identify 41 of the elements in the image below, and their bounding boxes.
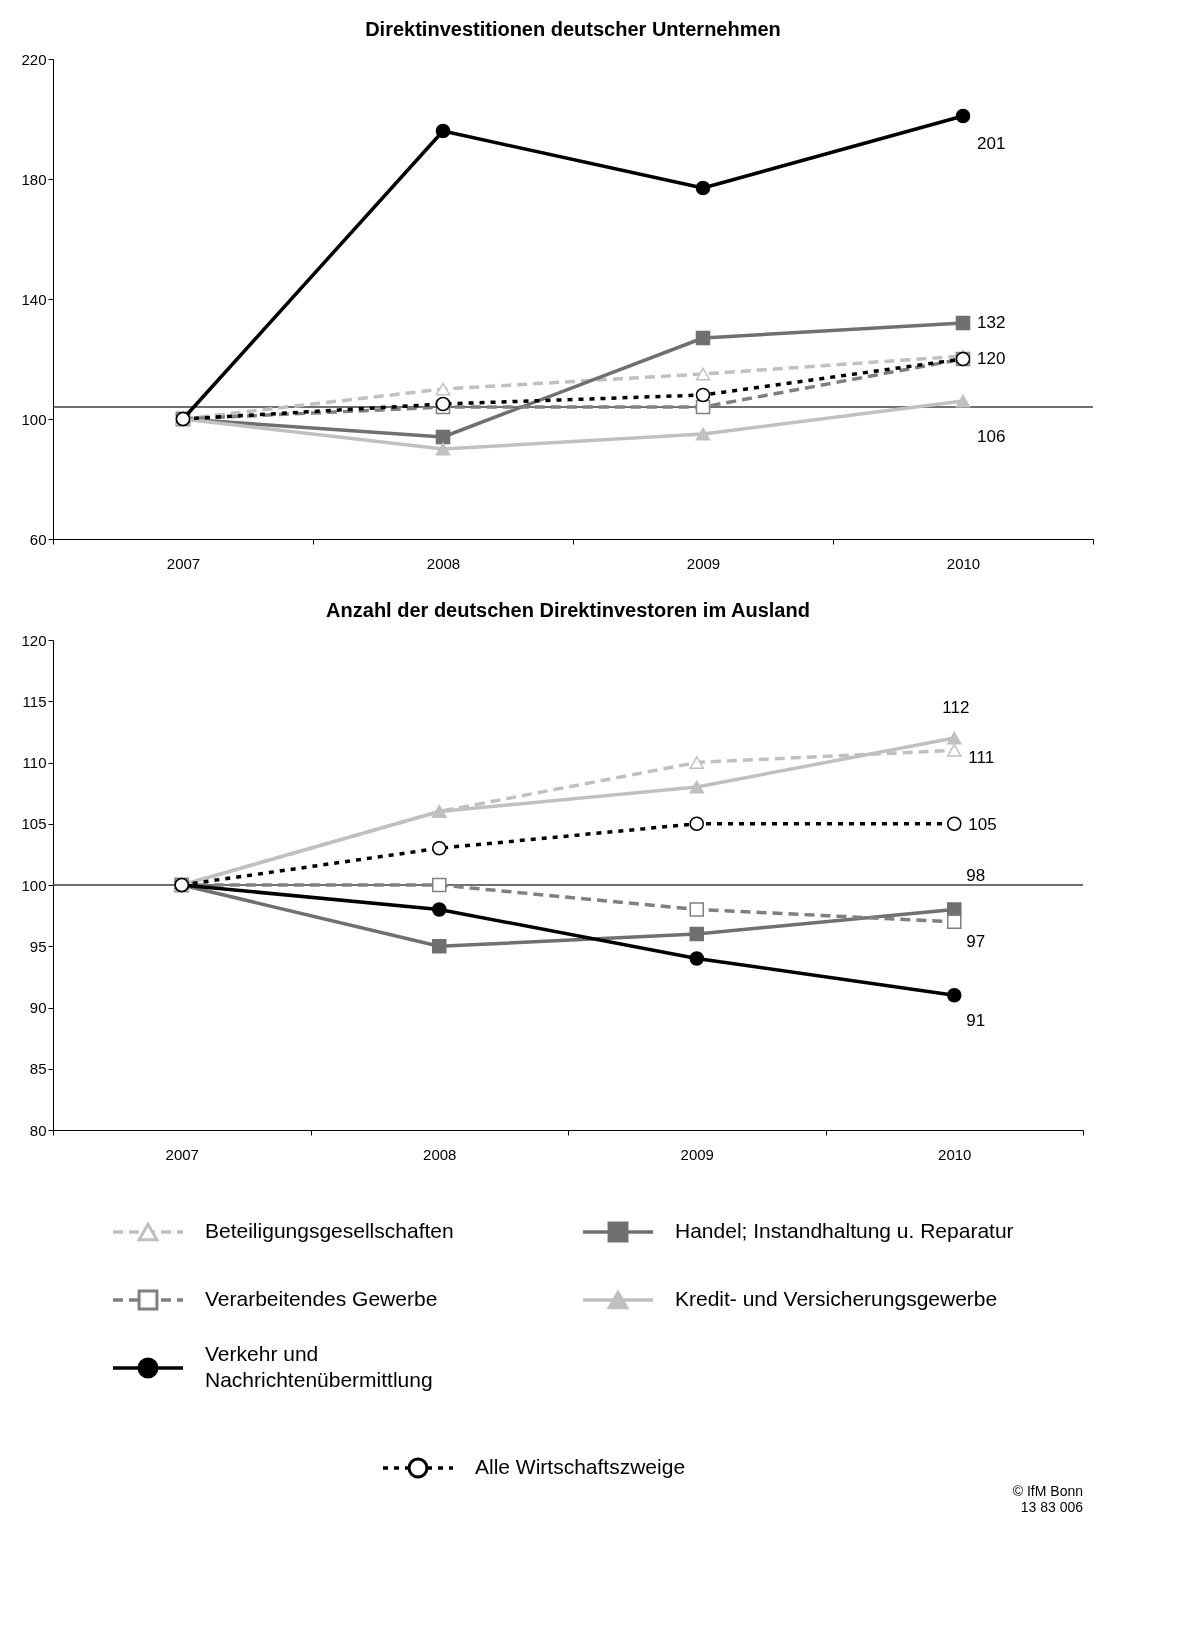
data-label: 98 <box>966 865 986 885</box>
data-label: 112 <box>942 698 970 717</box>
data-label: 132 <box>977 313 1006 332</box>
x-tick-label: 2009 <box>686 554 721 572</box>
legend-label: Verkehr und Nachrichtenübermittlung <box>205 1342 433 1391</box>
y-tick-label: 100 <box>21 876 47 894</box>
y-tick-label: 110 <box>22 754 47 771</box>
x-tick-label: 2007 <box>166 554 201 572</box>
data-label: 201 <box>977 134 1006 153</box>
legend-label: Beteiligungsgesellschaften <box>205 1219 454 1242</box>
data-label: 105 <box>968 814 997 834</box>
legend-label: Verarbeitendes Gewerbe <box>205 1287 438 1310</box>
y-tick-label: 95 <box>29 937 47 955</box>
x-tick-label: 2010 <box>946 554 981 572</box>
data-label: 106 <box>977 427 1006 446</box>
legend-label: Handel; Instandhaltung u. Reparatur <box>675 1219 1014 1242</box>
x-tick-label: 2010 <box>938 1145 972 1163</box>
y-tick-label: 105 <box>21 815 47 833</box>
y-tick-label: 60 <box>29 530 47 548</box>
y-tick-label: 90 <box>29 999 47 1016</box>
x-tick-label: 2008 <box>423 1145 457 1163</box>
x-tick-label: 2008 <box>426 554 461 572</box>
y-tick-label: 115 <box>22 692 47 710</box>
y-tick-label: 100 <box>21 410 47 428</box>
y-tick-label: 180 <box>21 170 47 188</box>
data-label: 91 <box>966 1011 986 1031</box>
legend-label: Alle Wirtschaftszweige <box>475 1455 686 1478</box>
y-tick-label: 80 <box>29 1121 47 1139</box>
y-tick-label: 220 <box>21 50 47 68</box>
y-tick-label: 140 <box>21 290 47 308</box>
data-label: 97 <box>966 931 986 951</box>
x-tick-label: 2009 <box>680 1145 714 1163</box>
data-label: 120 <box>977 349 1006 368</box>
chart-title: Anzahl der deutschen Direktinvestoren im Ausland <box>326 599 810 621</box>
x-tick-label: 2007 <box>165 1145 199 1163</box>
legend-label: Kredit- und Versicherungsgewerbe <box>675 1287 998 1310</box>
chart-title: Direktinvestitionen deutscher Unternehmen <box>365 18 781 40</box>
data-label: 111 <box>968 748 995 768</box>
y-tick-label: 120 <box>21 631 47 649</box>
text: © IfM Bonn 13 83 006 <box>1012 1483 1084 1515</box>
y-tick-label: 85 <box>29 1060 47 1078</box>
